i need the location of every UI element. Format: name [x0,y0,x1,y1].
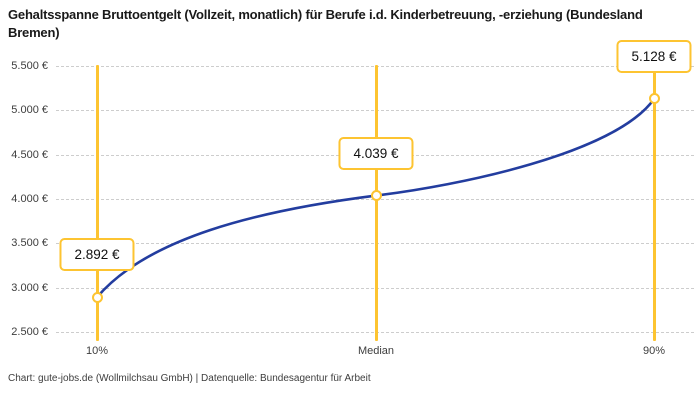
chart-title: Gehaltsspanne Bruttoentgelt (Vollzeit, m… [8,7,643,40]
y-axis-tick-label: 3.500 € [11,237,48,250]
y-axis-tick-label: 5.000 € [11,104,48,117]
value-label: 2.892 € [74,247,120,263]
percentile-marker-line [652,65,656,341]
x-axis-tick-label: 90% [642,345,666,357]
value-label: 5.128 € [631,48,677,64]
y-axis-tick-label: 2.500 € [11,326,48,338]
value-label: 4.039 € [353,145,399,161]
chart-credit: Chart: gute-jobs.de (Wollmilchsau GmbH) … [8,373,371,384]
y-axis-tick-label: 5.500 € [11,60,48,72]
value-label-box: 4.039 € [338,136,414,170]
y-axis-tick-label: 4.500 € [11,148,48,161]
value-label-box: 5.128 € [616,39,692,73]
data-point-marker [370,190,382,202]
y-axis-tick-label: 4.000 € [11,193,48,205]
x-axis-tick-label: Median [357,345,395,357]
data-point-marker [648,93,660,105]
data-point-marker [91,291,103,303]
value-label-box: 2.892 € [59,238,135,272]
x-axis-tick-label: 10% [85,345,109,357]
percentile-marker-line [374,65,378,341]
y-axis-tick-label: 3.000 € [11,281,48,294]
